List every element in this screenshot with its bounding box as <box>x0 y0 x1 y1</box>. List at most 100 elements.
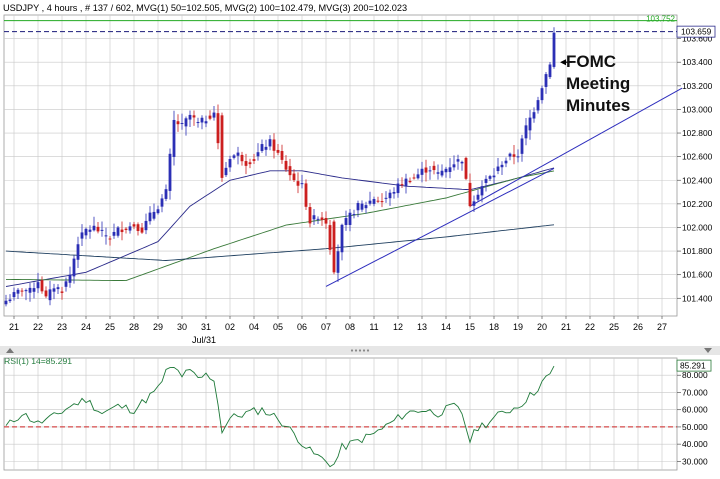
candle-body <box>448 167 452 172</box>
candle-body <box>108 238 112 240</box>
date-tick-label: 29 <box>153 322 163 332</box>
candle-body <box>432 165 436 171</box>
candle-body <box>312 215 316 220</box>
candle-body <box>296 181 300 186</box>
candle-body <box>436 172 440 174</box>
rsi-tick-label: 50.000 <box>682 422 708 432</box>
candle-body <box>308 207 312 224</box>
rsi-last-value-label: 85.291 <box>680 361 706 371</box>
candle-body <box>228 159 232 168</box>
date-tick-label: 30 <box>177 322 187 332</box>
candle-body <box>392 192 396 194</box>
candle-body <box>160 198 164 207</box>
candle-body <box>72 258 76 277</box>
candle-body <box>232 155 236 158</box>
date-tick-label: 20 <box>537 322 547 332</box>
candle-body <box>520 138 524 154</box>
candle-body <box>60 291 64 293</box>
date-tick-label: 26 <box>633 322 643 332</box>
date-tick-label: 21 <box>561 322 571 332</box>
pane-expand-icon[interactable] <box>704 348 712 353</box>
candle-body <box>284 160 288 170</box>
candle-body <box>84 228 88 236</box>
date-tick-label: 06 <box>297 322 307 332</box>
price-y-axis: 101.400 101.600 101.800 102.000 102.200 102.4… <box>677 34 713 303</box>
fomc-annotation: FOMC Meeting Minutes <box>560 52 630 115</box>
candle-body <box>456 159 460 162</box>
candle-body <box>280 151 284 160</box>
date-tick-label: 22 <box>33 322 43 332</box>
date-tick-label: 05 <box>273 322 283 332</box>
candle-body <box>244 161 248 166</box>
candle-body <box>484 178 488 183</box>
candle-body <box>540 88 544 101</box>
candle-body <box>412 177 416 179</box>
chart-title: USDJPY , 4 hours , # 137 / 602, MVG(1) 5… <box>3 3 407 13</box>
rsi-tick-label: 40.000 <box>682 439 708 449</box>
annotation-arrow-head <box>560 59 566 66</box>
date-tick-label: 19 <box>513 322 523 332</box>
candle-body <box>292 173 296 181</box>
candle-body <box>544 74 548 87</box>
candle-body <box>400 184 404 186</box>
current-price-label: 103.659 <box>681 27 712 37</box>
date-tick-label: 13 <box>417 322 427 332</box>
candle-body <box>264 146 268 150</box>
candle-body <box>424 167 428 173</box>
splitter-grip <box>350 349 370 352</box>
support-trendline-1 <box>325 168 555 287</box>
candle-body <box>504 160 508 164</box>
candle-body <box>496 166 500 172</box>
candle-body <box>332 221 336 273</box>
candle-body <box>440 170 444 176</box>
candle-body <box>416 174 420 179</box>
date-tick-label: 25 <box>609 322 619 332</box>
price-x-axis: 21 22 23 24 25 28 29 30 31 02 04 05 06 07 08 11 12 13 14 15… <box>9 316 667 332</box>
price-tick-label: 101.600 <box>682 270 713 280</box>
trendlines <box>325 87 683 287</box>
candle-body <box>272 139 276 151</box>
candle-body <box>204 121 208 124</box>
date-tick-label: 24 <box>81 322 91 332</box>
candle-body <box>104 235 108 237</box>
rsi-frame <box>3 357 678 471</box>
candle-body <box>460 161 464 164</box>
candle-body <box>64 281 68 287</box>
candle-body <box>124 228 128 230</box>
rsi-tick-label: 30.000 <box>682 456 708 466</box>
rsi-tick-label: 60.000 <box>682 405 708 415</box>
date-tick-label: 02 <box>225 322 235 332</box>
rsi-grid <box>3 357 678 471</box>
candle-body <box>88 229 92 232</box>
candle-body <box>188 114 192 120</box>
price-tick-label: 103.600 <box>682 34 713 44</box>
candle-body <box>28 287 32 293</box>
annotation-line: Meeting <box>566 74 630 93</box>
candle-body <box>136 224 140 232</box>
candle-body <box>260 144 264 151</box>
rsi-y-axis: 30.000 40.000 50.000 60.000 70.000 80.000 <box>677 370 708 466</box>
rsi-tick-label: 70.000 <box>682 387 708 397</box>
candle-body <box>396 183 400 194</box>
price-tick-label: 103.400 <box>682 57 713 67</box>
candle-body <box>184 118 188 127</box>
candle-body <box>120 229 124 233</box>
candle-body <box>152 211 156 219</box>
candle-body <box>48 289 52 301</box>
ma-line-3 <box>5 224 555 261</box>
candle-body <box>4 300 8 305</box>
candle-body <box>268 139 272 147</box>
moving-averages <box>5 167 555 287</box>
candle-body <box>472 201 476 206</box>
candle-body <box>36 282 40 289</box>
date-tick-label: 12 <box>393 322 403 332</box>
pane-collapse-icon[interactable] <box>6 348 14 353</box>
candle-body <box>212 112 216 118</box>
date-tick-label: 22 <box>585 322 595 332</box>
support-trendline-2 <box>469 87 683 207</box>
price-tick-label: 101.800 <box>682 246 713 256</box>
candle-body <box>328 225 332 250</box>
date-tick-label: 15 <box>465 322 475 332</box>
